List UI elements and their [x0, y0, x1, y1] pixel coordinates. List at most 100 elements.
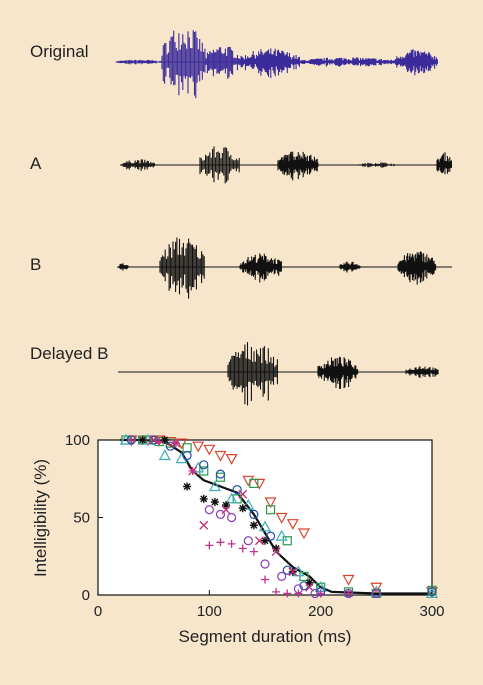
waveform-b: [117, 237, 452, 299]
original-burst: [204, 46, 241, 79]
b-burst: [159, 237, 205, 299]
data-point-cross: [199, 520, 209, 530]
data-point-triangle-down: [253, 478, 266, 490]
a-burst: [359, 162, 395, 168]
data-point-plus: [261, 575, 269, 584]
data-point-triangle-up: [425, 587, 439, 599]
data-point-circle: [165, 441, 175, 451]
data-point-square: [199, 466, 209, 476]
data-point-cross: [221, 505, 231, 515]
b-burst: [397, 251, 437, 285]
label-original: Original: [30, 42, 89, 61]
waveform-delayed-b: [118, 342, 439, 406]
data-point-star: [199, 494, 208, 503]
delayed-b-burst: [405, 366, 439, 378]
x-tick-label: 300: [419, 603, 444, 620]
axis-ticks: 0 100 200 300 0 50 100: [65, 432, 445, 620]
data-point-circle: [199, 460, 209, 470]
data-point-circle: [215, 509, 226, 520]
data-point-cross: [149, 435, 159, 445]
data-point-circle: [260, 559, 270, 569]
y-tick-label: 50: [73, 510, 90, 527]
data-point-star: [305, 578, 314, 587]
data-point-circle: [149, 435, 159, 445]
data-point-star: [261, 536, 269, 545]
data-point-plus: [249, 547, 258, 556]
data-point-cross: [288, 567, 298, 577]
a-burst: [436, 152, 452, 175]
data-point-plus: [205, 541, 214, 550]
label-b: B: [30, 255, 42, 274]
data-point-square: [282, 536, 292, 546]
data-point-triangle-down: [225, 454, 238, 465]
waveform-a: [120, 146, 452, 184]
label-delayed-b: Delayed B: [30, 344, 109, 363]
data-point-cross: [254, 536, 264, 546]
waveform-original: [115, 30, 438, 99]
waveform-panel: [115, 30, 452, 406]
data-point-triangle-down: [264, 497, 277, 509]
data-point-triangle-down: [297, 528, 310, 540]
data-point-triangle-up: [275, 529, 288, 541]
label-a: A: [30, 154, 42, 173]
y-axis-label: Intelligibility (%): [31, 459, 50, 577]
data-point-plus: [272, 587, 281, 596]
data-point-circle: [243, 536, 253, 546]
y-tick-label: 100: [65, 432, 90, 449]
b-burst: [117, 263, 129, 271]
data-point-square: [265, 505, 276, 515]
data-point-square: [249, 478, 259, 488]
data-point-circle: [277, 571, 287, 582]
data-point-triangle-down: [370, 582, 383, 594]
data-point-circle: [265, 531, 276, 541]
data-point-star: [210, 498, 219, 506]
data-point-star: [238, 504, 247, 513]
data-point-cross: [271, 547, 281, 557]
data-point-triangle-up: [242, 498, 255, 510]
data-point-triangle-down: [342, 574, 355, 586]
data-point-plus: [216, 538, 225, 547]
b-burst: [239, 253, 282, 283]
data-point-triangle-down: [192, 441, 205, 453]
original-burst: [239, 48, 300, 79]
data-point-star: [272, 544, 281, 553]
data-point-star: [160, 436, 169, 444]
data-point-star: [249, 521, 258, 530]
data-point-circle: [371, 588, 381, 599]
data-point-plus: [238, 544, 247, 553]
plot-area: [97, 439, 433, 596]
original-burst: [115, 59, 163, 65]
data-point-square: [215, 472, 226, 482]
data-point-triangle-down: [275, 512, 288, 524]
x-tick-label: 200: [308, 603, 333, 620]
original-burst: [161, 30, 206, 99]
b-burst: [339, 261, 361, 273]
data-markers: [119, 433, 439, 599]
original-burst: [299, 57, 396, 67]
data-point-triangle-down: [242, 475, 255, 487]
data-point-triangle-down: [286, 519, 299, 530]
data-point-circle: [232, 485, 242, 495]
delayed-b-burst: [227, 342, 278, 406]
data-point-circle: [249, 509, 259, 520]
data-point-star: [138, 436, 147, 444]
data-point-cross: [188, 466, 198, 476]
x-tick-label: 100: [197, 603, 222, 620]
data-point-triangle-up: [208, 480, 221, 492]
data-point-circle: [204, 505, 214, 515]
data-point-plus: [344, 589, 353, 598]
data-point-plus: [155, 437, 164, 446]
data-point-circle: [427, 587, 437, 597]
original-burst: [394, 49, 438, 76]
data-point-cross: [171, 438, 181, 448]
data-point-square: [299, 571, 309, 582]
data-point-star: [183, 482, 192, 491]
data-point-plus: [283, 589, 292, 598]
data-point-triangle-up: [258, 520, 272, 532]
data-point-plus: [227, 539, 236, 548]
x-axis-label: Segment duration (ms): [179, 627, 352, 646]
data-point-triangle-up: [158, 449, 171, 461]
data-point-star: [222, 501, 231, 510]
data-point-plus: [294, 589, 303, 598]
